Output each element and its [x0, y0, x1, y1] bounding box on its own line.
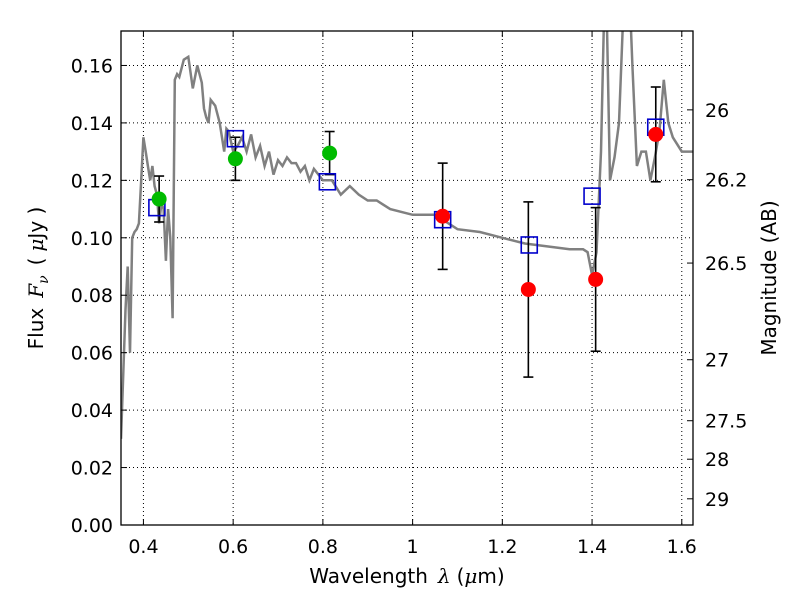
- axis-ticks: [121, 31, 693, 526]
- green-point: [227, 151, 243, 167]
- x-tick-label: 1.4: [577, 536, 607, 558]
- model-box-point: [318, 172, 337, 191]
- y2-tick-labels: 26 26.2 26.5 27 27.5 28 29: [705, 100, 747, 511]
- x-tick-label: 1.2: [487, 536, 517, 558]
- red-point: [588, 271, 604, 287]
- y-tick-label: 0.16: [71, 55, 113, 77]
- y-tick-labels: 0.00 0.02 0.04 0.06 0.08 0.10 0.12 0.14 0.16: [71, 55, 113, 537]
- gridlines: [121, 31, 693, 526]
- y-tick-label: 0.12: [71, 170, 113, 192]
- x-tick-label: 1: [407, 536, 419, 558]
- green-point: [151, 191, 167, 207]
- y2-tick-label: 26.2: [705, 170, 747, 192]
- y2-tick-label: 28: [705, 449, 729, 471]
- y2-tick-label: 27.5: [705, 411, 747, 433]
- y-tick-label: 0.14: [71, 113, 113, 135]
- model-spectrum-line: [121, 31, 693, 439]
- plot-frame: [120, 30, 694, 526]
- y-tick-label: 0.08: [71, 285, 113, 307]
- y-tick-label: 0.04: [71, 400, 113, 422]
- y2-tick-label: 27: [705, 350, 729, 372]
- green-point: [322, 145, 338, 161]
- red-point: [435, 208, 451, 224]
- model-box-point: [583, 187, 601, 205]
- red-point: [648, 126, 664, 142]
- y2-tick-label: 26.5: [705, 253, 747, 275]
- x-tick-labels: 0.4 0.6 0.8 1 1.2 1.4 1.6: [128, 536, 697, 558]
- y-tick-label: 0.06: [71, 343, 113, 365]
- model-box-point: [520, 236, 539, 254]
- data-markers: [148, 118, 665, 297]
- y2-axis-label: Magnitude (AB): [757, 200, 781, 355]
- y-tick-label: 0.02: [71, 458, 113, 480]
- y-axis-label: FluxFν(μJy ): [24, 207, 52, 350]
- y2-tick-label: 26: [705, 100, 729, 122]
- x-tick-label: 0.8: [308, 536, 338, 558]
- x-tick-label: 1.6: [667, 536, 697, 558]
- red-point: [520, 281, 536, 297]
- y2-tick-label: 29: [705, 489, 729, 511]
- model-box-point: [226, 129, 245, 148]
- y-tick-label: 0.10: [71, 228, 113, 250]
- x-axis-label: Wavelength λ (μm): [309, 564, 504, 588]
- x-tick-label: 0.4: [128, 536, 158, 558]
- y-tick-label: 0.00: [71, 515, 113, 537]
- x-tick-label: 0.6: [218, 536, 248, 558]
